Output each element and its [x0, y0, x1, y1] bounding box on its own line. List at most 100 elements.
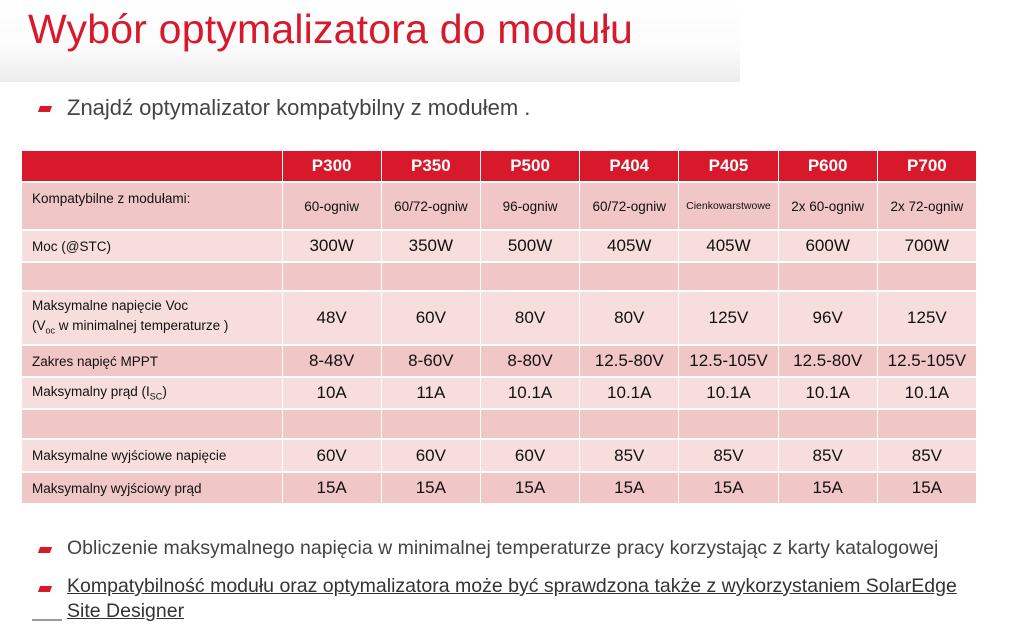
subscript: SC	[149, 391, 163, 402]
table-cell: 15A	[282, 473, 381, 503]
header-cell-p350: P350	[381, 151, 480, 181]
bullet-text-link[interactable]: Site Designer	[67, 600, 185, 622]
table-cell: 700W	[877, 231, 976, 261]
header-cell-empty	[22, 151, 282, 181]
row-label: Maksymalny wyjściowy prąd	[22, 473, 282, 503]
table-cell: 60V	[381, 440, 480, 471]
row-label-voc: Maksymalne napięcie Voc (Voc w minimalnej…	[22, 292, 282, 344]
table-cell: 15A	[877, 473, 976, 503]
table-cell	[480, 410, 580, 438]
table-row: Maksymalne wyjściowe napięcie 60V 60V 60…	[22, 440, 976, 471]
table-cell: 8-48V	[282, 346, 381, 376]
table-cell: 11A	[381, 378, 480, 408]
table-header-row: P300 P350 P500 P404 P405 P600 P700	[22, 151, 976, 181]
header-cell-p405: P405	[679, 151, 778, 181]
table-cell: 15A	[778, 473, 877, 503]
table-cell: 125V	[877, 292, 976, 344]
table-row: Moc (@STC) 300W 350W 500W 405W 405W 600W…	[22, 231, 976, 261]
table-cell: 2x 60-ogniw	[778, 183, 877, 229]
table-cell: 48V	[282, 292, 381, 344]
table-cell	[679, 263, 778, 290]
table-cell: 350W	[381, 231, 480, 261]
table-cell: 60V	[282, 440, 381, 471]
table-cell	[381, 263, 480, 290]
table-cell	[282, 410, 381, 438]
table-cell	[22, 263, 282, 290]
table-cell: 500W	[480, 231, 580, 261]
table-cell: 2x 72-ogniw	[877, 183, 976, 229]
table-cell: 60/72-ogniw	[580, 183, 679, 229]
table-cell: 80V	[480, 292, 580, 344]
header-cell-p300: P300	[282, 151, 381, 181]
row-label-line: Maksymalny prąd (I	[32, 384, 150, 400]
bullet-text: Obliczenie maksymalnego napięcia w minim…	[67, 537, 939, 559]
table-cell: 60/72-ogniw	[381, 183, 480, 229]
table-cell: 10.1A	[580, 378, 679, 408]
row-label-line: w minimalnej temperaturze )	[55, 317, 229, 333]
table-cell: 10.1A	[480, 378, 580, 408]
divider	[32, 619, 62, 621]
table-cell: 300W	[282, 231, 381, 261]
header-cell-p700: P700	[877, 151, 976, 181]
table-cell	[381, 410, 480, 438]
header-cell-p404: P404	[580, 151, 679, 181]
table-row-spacer	[22, 263, 976, 290]
table-cell: 12.5-80V	[778, 346, 877, 376]
table-cell: 10.1A	[778, 378, 877, 408]
table-cell	[778, 410, 877, 438]
row-label: Maksymalne wyjściowe napięcie	[22, 440, 282, 471]
bullet-marker	[37, 547, 53, 553]
table-cell: 60V	[480, 440, 580, 471]
bullet-text-link[interactable]: Kompatybilność modułu oraz optymalizator…	[67, 575, 957, 597]
table-row-spacer	[22, 410, 976, 438]
table-cell: 15A	[679, 473, 778, 503]
table-cell	[22, 410, 282, 438]
table-cell: Cienkowarstwowe	[679, 183, 778, 229]
table-cell: 12.5-105V	[877, 346, 976, 376]
table-cell	[282, 263, 381, 290]
table-cell: 600W	[778, 231, 877, 261]
table-cell: 405W	[580, 231, 679, 261]
table-row: Maksymalny prąd (ISC) 10A 11A 10.1A 10.1…	[22, 378, 976, 408]
row-label-line: )	[162, 384, 167, 400]
table-row: Maksymalny wyjściowy prąd 15A 15A 15A 15…	[22, 473, 976, 503]
table-cell: 12.5-105V	[679, 346, 778, 376]
table-cell: 85V	[580, 440, 679, 471]
table-cell: 125V	[679, 292, 778, 344]
table-cell: 10.1A	[679, 378, 778, 408]
table-cell: 10A	[282, 378, 381, 408]
row-label: Moc (@STC)	[22, 231, 282, 261]
table-cell	[679, 410, 778, 438]
table-row: Zakres napięć MPPT 8-48V 8-60V 8-80V 12.…	[22, 346, 976, 376]
row-label: Zakres napięć MPPT	[22, 346, 282, 376]
row-label: Kompatybilne z modułami:	[22, 183, 282, 229]
header-cell-p500: P500	[480, 151, 580, 181]
bullet-marker	[37, 106, 53, 112]
table-cell: 8-80V	[480, 346, 580, 376]
table-row: Kompatybilne z modułami: 60-ogniw 60/72-…	[22, 183, 976, 229]
table-row: Maksymalne napięcie Voc (Voc w minimalnej…	[22, 292, 976, 344]
table-cell: 405W	[679, 231, 778, 261]
table-cell: 96-ogniw	[480, 183, 580, 229]
table-cell	[877, 410, 976, 438]
bullet-marker	[37, 586, 53, 592]
table-cell: 8-60V	[381, 346, 480, 376]
table-cell	[580, 410, 679, 438]
table-cell: 15A	[381, 473, 480, 503]
intro-text: Znajdź optymalizator kompatybilny z modu…	[67, 95, 531, 120]
row-label-line: Maksymalne napięcie Voc	[32, 297, 189, 313]
table-cell: 15A	[480, 473, 580, 503]
table-cell: 80V	[580, 292, 679, 344]
table-cell: 15A	[580, 473, 679, 503]
table-cell: 60-ogniw	[282, 183, 381, 229]
header-cell-p600: P600	[778, 151, 877, 181]
table-cell: 85V	[778, 440, 877, 471]
table-cell: 85V	[679, 440, 778, 471]
table-cell	[580, 263, 679, 290]
row-label-line: (V	[32, 317, 46, 333]
subscript: oc	[45, 325, 56, 336]
optimizer-spec-table: P300 P350 P500 P404 P405 P600 P700 Kompa…	[21, 149, 977, 505]
slide-title: Wybór optymalizatora do modułu	[28, 6, 633, 52]
row-label-isc: Maksymalny prąd (ISC)	[22, 378, 282, 408]
table-cell: 60V	[381, 292, 480, 344]
